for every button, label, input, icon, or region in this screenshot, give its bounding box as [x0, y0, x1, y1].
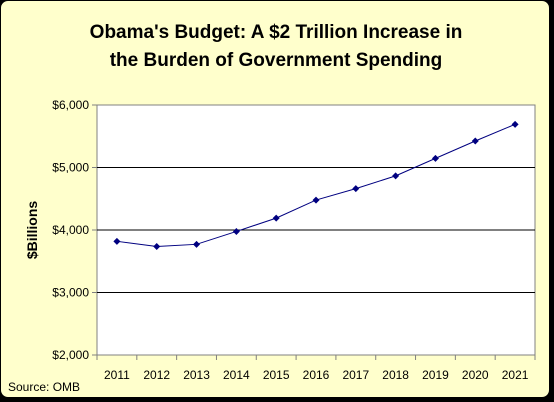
data-point: [392, 172, 400, 180]
data-point: [312, 196, 320, 204]
x-tick-labels: 2011 2012 2013 2014 2015 2016 2017 2018 2019 2020…: [96, 355, 536, 382]
y-tick-label: $5,000: [52, 161, 89, 175]
data-point: [471, 137, 479, 145]
data-point: [113, 237, 121, 245]
x-tick-label: 2021: [502, 368, 529, 382]
y-tick-label: $4,000: [52, 223, 89, 237]
y-tick-label: $3,000: [52, 286, 89, 300]
data-point: [352, 185, 360, 193]
x-tick-label: 2011: [104, 368, 130, 382]
data-point: [272, 214, 280, 222]
x-tick-label: 2017: [342, 368, 369, 382]
y-axis-label: $Billions: [24, 201, 40, 260]
data-point: [511, 120, 519, 128]
x-tick-label: 2020: [462, 368, 489, 382]
grid-lines: [97, 167, 535, 293]
series-layer: [113, 120, 519, 250]
x-tick-label: 2014: [223, 368, 250, 382]
data-point: [193, 240, 201, 248]
chart-title-line-1: Obama's Budget: A $2 Trillion Increase i…: [90, 22, 463, 43]
x-tick-label: 2019: [422, 368, 449, 382]
chart-title-line-2: the Burden of Government Spending: [110, 50, 443, 71]
y-tick-labels: $2,000 $3,000 $4,000 $5,000 $6,000: [52, 98, 97, 362]
data-point: [232, 227, 240, 235]
y-tick-label: $6,000: [52, 98, 89, 112]
data-point: [153, 242, 161, 250]
x-tick-label: 2013: [183, 368, 210, 382]
x-tick-label: 2012: [143, 368, 170, 382]
y-tick-label: $2,000: [52, 348, 89, 362]
data-point: [431, 154, 439, 162]
source-note: Source: OMB: [8, 380, 80, 394]
x-tick-label: 2016: [303, 368, 330, 382]
x-tick-label: 2015: [263, 368, 290, 382]
x-tick-label: 2018: [382, 368, 409, 382]
